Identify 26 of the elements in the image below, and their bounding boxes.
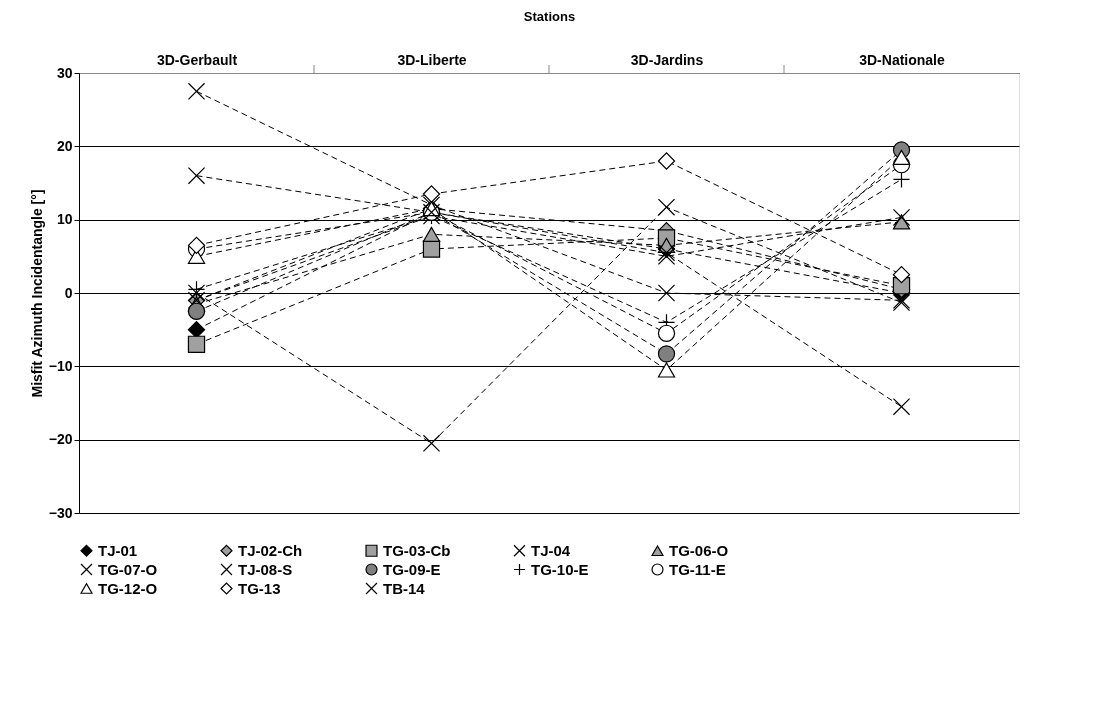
legend-label: TG-11-E [669, 560, 726, 578]
y-tick-label: 20 [56, 137, 73, 154]
y-tick-label: −10 [48, 357, 73, 374]
legend-label: TJ-02-Ch [238, 541, 303, 559]
legend-label: TJ-04 [531, 541, 571, 559]
y-tick-label: 30 [56, 64, 73, 81]
legend-label: TG-13 [238, 579, 281, 597]
y-axis-title: Misfit Azimuth Incidentangle [°] [28, 189, 45, 398]
y-tick-label: −30 [48, 504, 73, 521]
legend-label: TG-09-E [383, 560, 441, 578]
x-tick-label: 3D-Nationale [859, 51, 945, 68]
legend-label: TB-14 [383, 579, 426, 597]
legend-label: TG-12-O [98, 579, 158, 597]
legend-label: TG-07-O [98, 560, 158, 578]
legend-label: TG-10-E [531, 560, 589, 578]
chart-title: Stations [523, 8, 576, 24]
legend-label: TG-06-O [669, 541, 729, 559]
legend-label: TJ-01 [98, 541, 138, 559]
x-tick-label: 3D-Liberte [397, 51, 467, 68]
x-tick-label: 3D-Gerbault [156, 51, 238, 68]
y-tick-label: 0 [64, 284, 73, 301]
y-tick-label: −20 [48, 431, 73, 448]
x-tick-label: 3D-Jardins [630, 51, 704, 68]
y-tick-label: 10 [56, 211, 73, 228]
legend-label: TG-03-Cb [383, 541, 451, 559]
legend-label: TJ-08-S [238, 560, 293, 578]
